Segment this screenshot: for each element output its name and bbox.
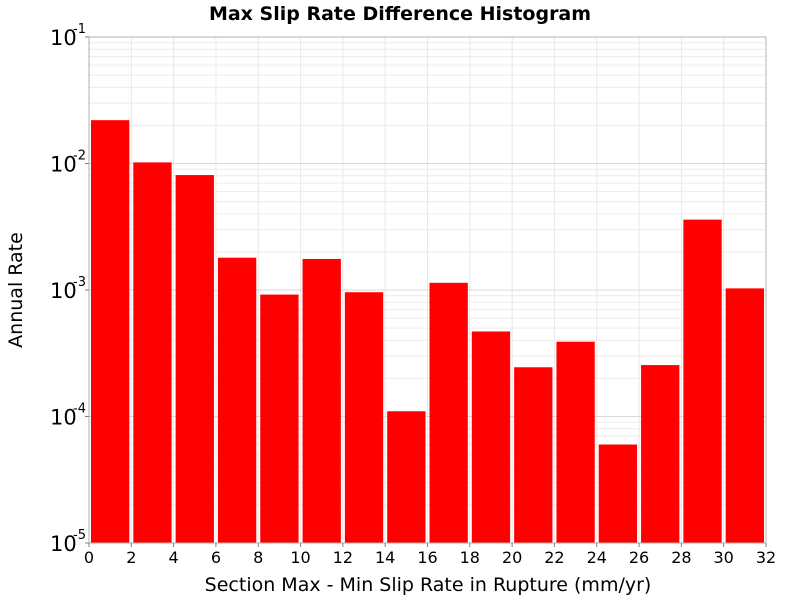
- histogram-bar: [683, 219, 722, 543]
- x-tick-label: 20: [502, 548, 522, 567]
- histogram-bar: [471, 331, 511, 543]
- x-tick-label: 30: [714, 548, 734, 567]
- x-tick-label: 2: [126, 548, 136, 567]
- y-tick-label: 10-3: [50, 275, 86, 303]
- x-tick-label: 4: [169, 548, 179, 567]
- y-axis-label: Annual Rate: [5, 232, 27, 348]
- x-tick-label: 6: [211, 548, 221, 567]
- x-tick-label: 14: [375, 548, 395, 567]
- x-tick-label: 12: [333, 548, 353, 567]
- y-tick-label: 10-4: [50, 402, 86, 430]
- y-tick-base: 10: [50, 406, 77, 430]
- x-tick-label: 8: [253, 548, 263, 567]
- histogram-bar: [302, 258, 341, 543]
- y-tick-exponent: -5: [73, 528, 86, 543]
- histogram-bar: [598, 444, 638, 543]
- histogram-bar: [387, 411, 426, 543]
- y-tick-exponent: -4: [73, 402, 86, 417]
- histogram-bar: [91, 120, 130, 543]
- y-tick-label: 10-2: [50, 149, 86, 177]
- y-tick-exponent: -3: [73, 275, 86, 290]
- histogram-bar: [133, 162, 172, 543]
- histogram-bar: [217, 257, 257, 543]
- x-axis-ticks: 0 2 4 6 8 10 12 14 16 18 20 22 24 26 28 30 32: [84, 543, 776, 567]
- x-tick-label: 28: [671, 548, 691, 567]
- y-tick-label: 10-5: [50, 528, 86, 556]
- chart-title: Max Slip Rate Difference Histogram: [209, 3, 591, 25]
- x-tick-label: 32: [756, 548, 776, 567]
- x-tick-label: 22: [544, 548, 564, 567]
- y-tick-base: 10: [50, 532, 77, 556]
- y-tick-base: 10: [50, 279, 77, 303]
- y-tick-exponent: -2: [73, 149, 86, 164]
- histogram-bar: [556, 341, 595, 543]
- y-axis-ticks: 10-510-410-310-210-1: [50, 22, 89, 556]
- x-axis-label: Section Max - Min Slip Rate in Rupture (…: [205, 574, 652, 596]
- bars: [91, 120, 764, 543]
- y-tick-base: 10: [50, 26, 77, 50]
- x-tick-label: 10: [290, 548, 310, 567]
- x-tick-label: 18: [460, 548, 480, 567]
- x-tick-label: 24: [587, 548, 607, 567]
- x-tick-label: 0: [84, 548, 94, 567]
- x-tick-label: 16: [417, 548, 437, 567]
- histogram-bar: [514, 367, 553, 543]
- histogram-bar: [344, 292, 384, 543]
- y-tick-exponent: -1: [73, 22, 86, 37]
- y-tick-base: 10: [50, 153, 77, 177]
- histogram-bar: [725, 288, 764, 543]
- y-tick-label: 10-1: [50, 22, 86, 50]
- histogram-bar: [641, 365, 680, 543]
- histogram-bar: [429, 282, 468, 543]
- histogram-bar: [175, 175, 214, 543]
- x-tick-label: 26: [629, 548, 649, 567]
- histogram-bar: [260, 294, 299, 543]
